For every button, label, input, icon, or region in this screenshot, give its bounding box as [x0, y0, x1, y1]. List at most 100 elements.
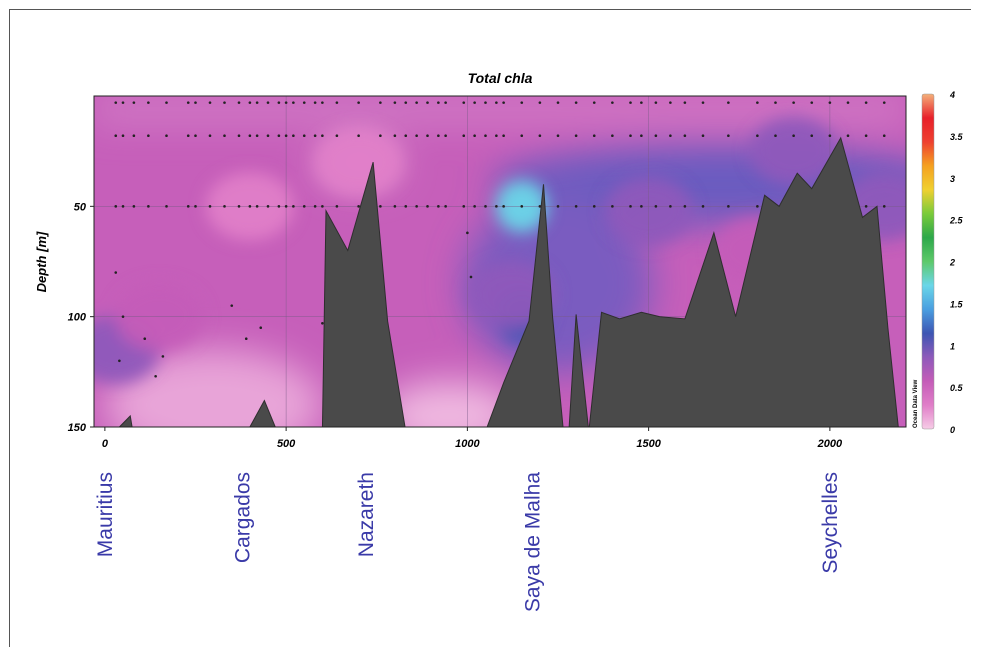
sample-dot — [415, 134, 418, 138]
sample-dot — [864, 101, 868, 104]
sample-dot — [701, 205, 705, 208]
sample-dot — [556, 205, 560, 208]
sample-dot — [114, 205, 118, 208]
colorbar-tick-label: 0 — [950, 425, 955, 435]
sample-dot — [302, 134, 306, 138]
sample-dot — [437, 134, 440, 138]
sample-dot — [335, 134, 339, 138]
sample-dot — [143, 337, 147, 341]
sample-dot — [237, 134, 241, 138]
sample-dot — [266, 134, 270, 138]
sample-dot — [335, 205, 339, 208]
bathymetry-silhouette — [94, 136, 899, 427]
sample-dot — [393, 101, 397, 104]
sample-dot — [165, 134, 168, 138]
sample-dot — [284, 134, 288, 138]
sample-dot — [462, 101, 466, 104]
sample-dot — [556, 134, 560, 138]
sample-dot — [230, 304, 234, 307]
sample-dot — [611, 134, 614, 138]
sample-dot — [114, 101, 118, 104]
x-axis-ticks: 0 500 1000 1500 2000 — [102, 427, 843, 450]
sample-dot — [727, 205, 730, 208]
sample-dot — [244, 337, 248, 341]
sample-dot — [165, 101, 168, 104]
sample-dot — [828, 101, 832, 104]
sample-dot — [484, 134, 487, 138]
sample-dot — [266, 101, 270, 104]
sample-dot — [404, 101, 408, 104]
sample-dot — [611, 205, 614, 208]
sample-dot — [669, 101, 672, 104]
sample-dot — [321, 321, 324, 325]
sample-dot — [259, 326, 263, 330]
sample-dot — [437, 205, 440, 208]
sample-dot — [774, 134, 777, 138]
sample-dot — [302, 205, 306, 208]
figure-frame — [9, 9, 971, 647]
sample-dot — [846, 134, 850, 138]
sample-dot — [629, 205, 632, 208]
sample-dot — [208, 134, 212, 138]
sample-dot — [640, 205, 643, 208]
sample-dot — [629, 134, 632, 138]
sample-dot — [208, 205, 212, 208]
station-label: Cargados — [232, 472, 255, 563]
sample-dot — [132, 205, 136, 208]
sample-dot — [147, 101, 150, 104]
sample-dot — [792, 134, 795, 138]
sample-dot — [756, 205, 759, 208]
sample-dot — [574, 205, 578, 208]
sample-dot — [426, 101, 429, 104]
sample-dot — [669, 205, 672, 208]
sample-dot — [701, 101, 705, 104]
sample-dot — [357, 134, 360, 138]
sample-dot — [444, 134, 447, 138]
sample-dot — [538, 101, 542, 104]
sample-dot — [520, 205, 524, 208]
sample-dot — [426, 134, 429, 138]
sample-dot — [727, 134, 730, 138]
sample-dot — [495, 101, 498, 104]
sample-dot — [114, 271, 118, 274]
sample-dot — [277, 134, 281, 138]
sample-dot — [248, 205, 252, 208]
sample-dot — [357, 101, 360, 104]
sample-dot — [882, 134, 886, 138]
sample-dot — [592, 101, 596, 104]
sample-dot — [669, 134, 672, 138]
y-axis-label: Depth [m] — [34, 231, 49, 292]
surface-band — [94, 96, 906, 123]
sample-dot — [147, 205, 150, 208]
chla-feature — [749, 117, 838, 186]
sample-dot — [756, 101, 759, 104]
sample-dot — [556, 101, 560, 104]
sample-dot — [469, 275, 473, 279]
station-label: Mauritius — [94, 472, 117, 557]
sample-dot — [255, 205, 259, 208]
colorbar-tick-label: 2.5 — [949, 216, 964, 226]
sample-dot — [208, 101, 212, 104]
sample-dot — [437, 101, 440, 104]
sample-dot — [473, 101, 476, 104]
sample-dot — [592, 205, 596, 208]
sample-dot — [379, 101, 382, 104]
sample-dot — [335, 101, 339, 104]
sample-dot — [132, 134, 136, 138]
sample-dot — [357, 205, 360, 208]
sample-dot — [640, 101, 643, 104]
chla-field-peaks — [94, 117, 906, 384]
sample-dot — [194, 205, 197, 208]
sample-dot — [147, 134, 150, 138]
sample-dot — [379, 205, 382, 208]
station-label: Saya de Malha — [522, 472, 545, 612]
sample-dot — [611, 101, 614, 104]
x-tick-label: 2000 — [817, 438, 843, 450]
sample-dot — [484, 101, 487, 104]
sample-dot — [321, 205, 324, 208]
sample-dot — [121, 134, 125, 138]
sample-dot — [683, 205, 687, 208]
odv-watermark: Ocean Data View — [913, 379, 919, 428]
colorbar-tick-label: 1.5 — [950, 299, 964, 309]
